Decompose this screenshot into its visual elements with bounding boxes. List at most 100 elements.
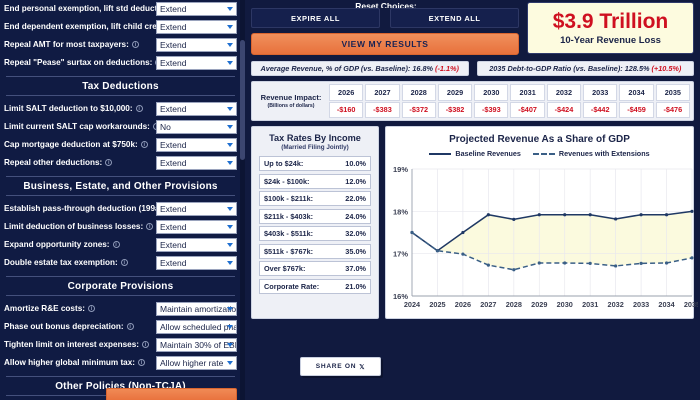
policy-control-row: Expand opportunity zones: i Extend	[4, 236, 237, 253]
policy-select[interactable]: Extend	[156, 201, 237, 216]
policy-select[interactable]: Extend	[156, 219, 237, 234]
policy-select-value: Extend	[160, 3, 187, 14]
policy-select[interactable]: Extend	[156, 1, 237, 16]
info-icon[interactable]: i	[135, 105, 143, 112]
extend-all-button[interactable]: EXTEND ALL	[390, 8, 519, 28]
tax-bracket-row: $211k - $403k: 24.0%	[259, 208, 371, 224]
policy-label-text: Limit current SALT cap workarounds:	[4, 122, 150, 131]
policy-select[interactable]: Allow higher rate	[156, 355, 237, 370]
revenue-impact-column: 2032 -$424	[546, 84, 582, 118]
chart-xtick-label: 2026	[455, 300, 471, 309]
chevron-down-icon	[227, 342, 233, 347]
policy-select[interactable]: Extend	[156, 101, 237, 116]
info-icon[interactable]: i	[126, 323, 134, 330]
policy-control-row: Establish pass-through deduction (199a):…	[4, 200, 237, 217]
chart-legend: Baseline Revenues Revenues with Extension…	[386, 149, 693, 158]
tax-bracket-rate: 24.0%	[345, 211, 366, 221]
info-icon[interactable]: i	[140, 141, 148, 148]
policy-select[interactable]: Maintain amortization	[156, 301, 237, 316]
policy-select[interactable]: Maintain 30% of EBIT	[156, 337, 237, 352]
policy-control-label: Limit deduction of business losses: i	[4, 222, 156, 231]
policy-control-label: Repeal "Pease" surtax on deductions:i	[4, 58, 156, 67]
policy-control-row: Allow higher global minimum tax: i Allow h…	[4, 354, 237, 371]
policy-label-text: Establish pass-through deduction (199a):	[4, 204, 156, 213]
policy-select-value: Extend	[160, 221, 187, 232]
policy-label-text: Cap mortgage deduction at $750k:	[4, 140, 138, 149]
policy-label-text: Expand opportunity zones:	[4, 240, 110, 249]
expire-all-button[interactable]: EXPIRE ALL	[251, 8, 380, 28]
tax-bracket-label: $211k - $403k:	[264, 211, 314, 221]
policy-select[interactable]: Extend	[156, 255, 237, 270]
summary-stat-delta: (-1.1%)	[435, 64, 459, 73]
chart-series-line	[411, 231, 693, 271]
policy-options-panel: End personal exemption, lift std deducti…	[0, 0, 245, 400]
bottom-orange-button[interactable]	[106, 388, 237, 400]
chevron-down-icon	[227, 124, 233, 129]
tax-bracket-rate: 21.0%	[345, 281, 366, 291]
revenue-value-cell: -$476	[655, 101, 690, 118]
chevron-down-icon	[227, 224, 233, 229]
info-icon[interactable]: i	[146, 223, 154, 230]
chart-data-point	[614, 264, 618, 268]
chevron-down-icon	[227, 160, 233, 165]
tax-bracket-label: $100k - $211k:	[264, 194, 314, 203]
info-icon[interactable]: i	[131, 41, 139, 48]
policy-label-text: Limit deduction of business losses:	[4, 222, 144, 231]
left-panel-scrollbar[interactable]	[240, 0, 245, 400]
chart-xtick-label: 2032	[608, 300, 624, 309]
policy-select-value: Extend	[160, 157, 187, 168]
info-icon[interactable]: i	[152, 123, 156, 130]
chart-xtick-label: 2028	[506, 300, 522, 309]
legend-label: Revenues with Extensions	[558, 149, 650, 158]
tax-rates-subtitle: (Married Filing Jointly)	[281, 144, 349, 151]
policy-control-label: Repeal other deductions: i	[4, 158, 156, 167]
policy-select[interactable]: No	[156, 119, 237, 134]
section-header-tax-deductions: Tax Deductions	[6, 76, 235, 96]
chevron-down-icon	[227, 306, 233, 311]
policy-select[interactable]: Extend	[156, 37, 237, 52]
revenue-impact-column: 2027 -$383	[364, 84, 400, 118]
tax-bracket-row: Over $767k: 37.0%	[259, 261, 371, 276]
policy-label-text: End personal exemption, lift std deducti…	[4, 4, 156, 13]
policy-label-text: End dependent exemption, lift child cred…	[4, 22, 156, 31]
chart-data-point	[563, 213, 567, 217]
policy-select[interactable]: Extend	[156, 19, 237, 34]
policy-select-value: No	[160, 121, 171, 132]
policy-control-row: Repeal "Pease" surtax on deductions:i Ext…	[4, 54, 237, 71]
info-icon[interactable]: i	[112, 241, 120, 248]
policy-select[interactable]: Extend	[156, 55, 237, 70]
summary-stat-pill: Average Revenue, % of GDP (vs. Baseline)…	[251, 61, 469, 76]
left-panel-scroll-thumb[interactable]	[240, 40, 245, 160]
policy-select-value: Extend	[160, 57, 187, 68]
policy-select-value: Extend	[160, 139, 187, 150]
policy-select[interactable]: Extend	[156, 137, 237, 152]
summary-stats-row: Average Revenue, % of GDP (vs. Baseline)…	[251, 61, 694, 76]
revenue-value-cell: -$382	[437, 101, 473, 118]
policy-select[interactable]: Extend	[156, 155, 237, 170]
chart-data-point	[435, 249, 440, 253]
chart-data-point	[588, 261, 592, 266]
policy-select-value: Extend	[160, 103, 187, 114]
chart-area-fill	[412, 211, 692, 270]
tax-bracket-rate: 37.0%	[345, 264, 366, 273]
policy-label-text: Repeal other deductions:	[4, 158, 103, 167]
share-on-x-button[interactable]: SHARE ON 𝕏	[300, 357, 381, 376]
info-icon[interactable]: i	[138, 359, 146, 366]
chart-xtick-label: 2025	[429, 300, 445, 309]
legend-line-swatch	[429, 152, 452, 155]
policy-select[interactable]: Allow scheduled phase	[156, 319, 237, 334]
revenue-impact-column: 2030 -$393	[473, 84, 509, 118]
info-icon[interactable]: i	[141, 341, 149, 348]
info-icon[interactable]: i	[120, 259, 128, 266]
view-my-results-button[interactable]: VIEW MY RESULTS	[251, 33, 519, 55]
policy-label-text: Limit SALT deduction to $10,000:	[4, 104, 133, 113]
policy-label-text: Allow higher global minimum tax:	[4, 358, 136, 367]
legend-line-swatch	[532, 152, 555, 155]
info-icon[interactable]: i	[105, 159, 113, 166]
legend-label: Baseline Revenues	[455, 149, 521, 158]
policy-select-value: Allow higher rate	[160, 357, 224, 368]
policy-select[interactable]: Extend	[156, 237, 237, 252]
tax-bracket-label: $403k - $511k:	[264, 229, 314, 238]
info-icon[interactable]: i	[87, 305, 95, 312]
